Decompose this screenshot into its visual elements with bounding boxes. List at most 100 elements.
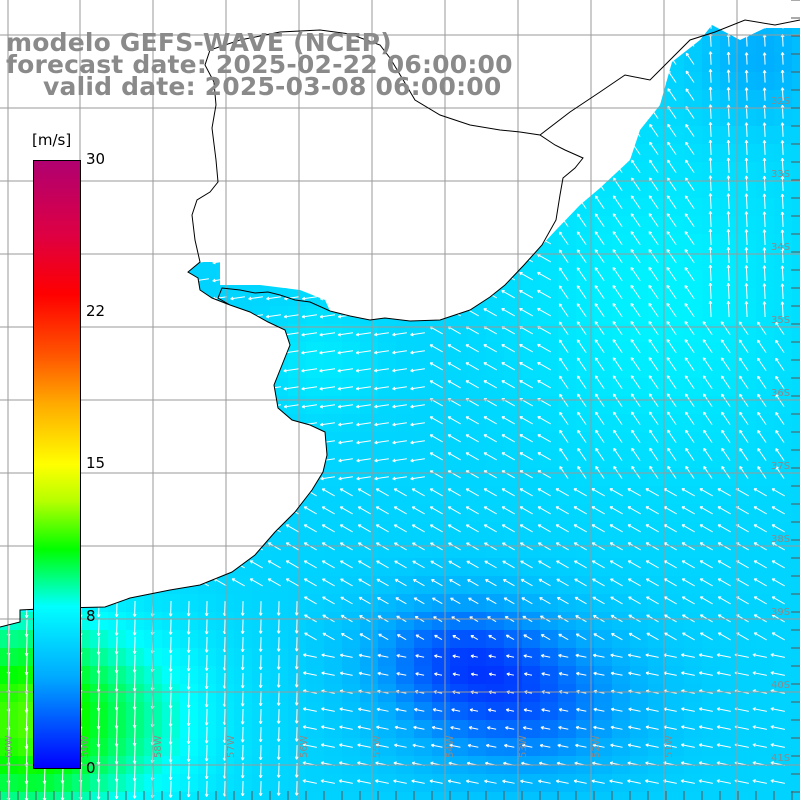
wind-speed-cell [594,792,613,800]
wind-speed-cell [792,576,800,595]
latitude-label: 39S [771,607,790,618]
wind-speed-cell [792,162,800,181]
wind-speed-cell [792,594,800,613]
wind-speed-cell [432,792,451,800]
wind-speed-cell [414,792,433,800]
wind-speed-cell [792,450,800,469]
wind-speed-cell [396,792,415,800]
wind-speed-cell [522,792,541,800]
wind-speed-cell [792,684,800,703]
longitude-label: 57W [226,735,237,758]
wind-speed-cell [504,792,523,800]
wind-speed-cell [306,792,325,800]
wind-speed-cell [612,792,631,800]
wind-speed-cell [792,504,800,523]
wind-speed-cell [288,792,307,800]
wind-speed-cell [792,702,800,721]
wind-speed-cell [792,630,800,649]
longitude-label: 53W [518,735,529,758]
wind-speed-cell [126,792,145,800]
wind-speed-cell [792,486,800,505]
wind-speed-cell [666,792,685,800]
wind-speed-cell [792,252,800,271]
wind-speed-cell [792,36,800,55]
wind-speed-cell [756,25,775,37]
colorbar-unit: [m/s] [32,131,72,149]
wind-speed-cell [360,792,379,800]
valid-date: valid date: 2025-03-08 06:00:00 [43,72,502,101]
wind-speed-cell [486,792,505,800]
wind-speed-cell [792,342,800,361]
wind-speed-cell [792,216,800,235]
wind-speed-cell [792,666,800,685]
wind-speed-cell [702,792,721,800]
wind-speed-cell [540,792,559,800]
wind-speed-cell [558,792,577,800]
wind-speed-cell [792,54,800,73]
wind-speed-cell [630,792,649,800]
longitude-label: 60W [4,735,15,758]
latitude-label: 37S [771,461,790,472]
wind-speed-cell [738,792,757,800]
wind-speed-cell [342,792,361,800]
wind-speed-cell [252,792,271,800]
wind-speed-cell [792,25,800,37]
colorbar-tick-8: 8 [86,607,96,625]
wind-speed-cell [774,792,793,800]
wind-speed-cell [792,396,800,415]
wind-speed-cell [792,288,800,307]
wind-speed-cell [468,792,487,800]
wind-speed-cell [756,792,775,800]
wind-speed-cell [792,306,800,325]
wind-speed-cell [792,612,800,631]
wind-speed-cell [450,792,469,800]
colorbar [33,160,81,769]
colorbar-tick-30: 30 [86,150,106,168]
wind-speed-cell [792,414,800,433]
wind-speed-cell [576,792,595,800]
latitude-label: 35S [771,315,790,326]
wind-speed-cell [792,378,800,397]
longitude-label: 56W [299,735,310,758]
wind-speed-cell [792,180,800,199]
wind-speed-cell [792,360,800,379]
wind-speed-cell [324,792,343,800]
colorbar-tick-22: 22 [86,302,106,320]
longitude-label: 52W [591,735,602,758]
wind-speed-cell [792,774,800,793]
wind-speed-cell [792,720,800,739]
wind-speed-cell [792,432,800,451]
longitude-label: 55W [372,735,383,758]
wind-speed-cell [792,234,800,253]
wind-speed-cell [792,540,800,559]
wind-speed-cell [792,738,800,757]
colorbar-tick-0: 0 [86,759,96,777]
wind-speed-cell [792,324,800,343]
colorbar-tick-15: 15 [86,454,106,472]
latitude-label: 34S [771,242,790,253]
wind-speed-cell [702,25,721,37]
latitude-label: 38S [771,534,790,545]
wind-speed-cell [792,792,800,800]
wind-speed-cell [792,90,800,109]
wind-speed-cell [792,108,800,127]
longitude-label: 59W [80,735,91,758]
wind-speed-cell [792,522,800,541]
wind-speed-cell [684,792,703,800]
wind-speed-cell [792,558,800,577]
wind-speed-cell [378,792,397,800]
longitude-label: 51W [664,735,675,758]
wind-speed-cell [720,792,739,800]
latitude-label: 33S [771,169,790,180]
wind-speed-cell [270,792,289,800]
latitude-label: 36S [771,388,790,399]
wind-speed-cell [792,198,800,217]
wind-speed-cell [792,648,800,667]
longitude-label: 54W [445,735,456,758]
wind-speed-cell [792,468,800,487]
longitude-label: 58W [153,735,164,758]
latitude-label: 40S [771,680,790,691]
wind-speed-cell [108,792,127,800]
